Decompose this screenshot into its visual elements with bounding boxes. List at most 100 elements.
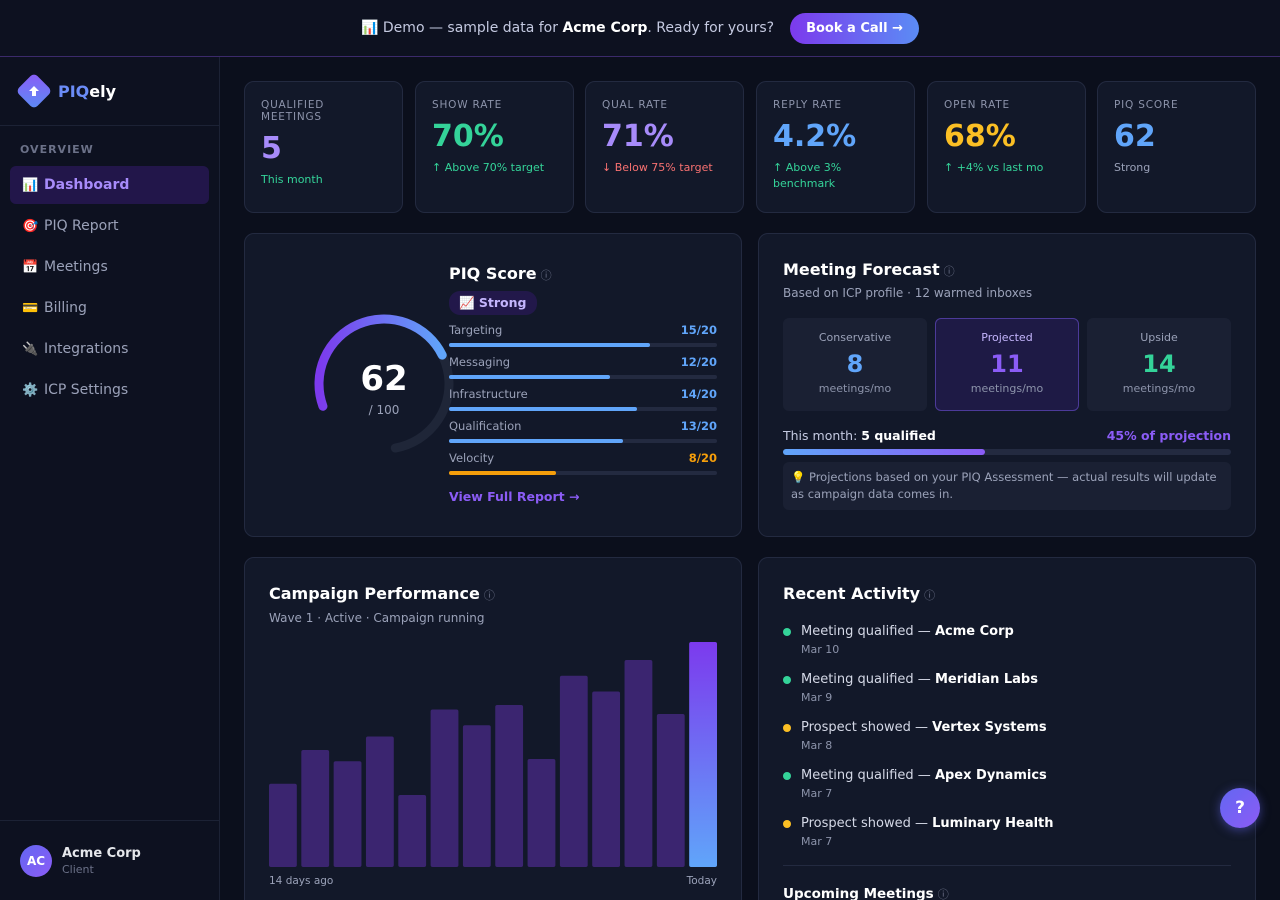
forecast-box-unit: meetings/mo [970, 382, 1044, 395]
metric-label: Targeting [449, 323, 503, 337]
chart-bar [269, 783, 297, 867]
gauge-chart [314, 314, 454, 453]
metric-label: Qualification [449, 419, 522, 433]
metric-bar [449, 471, 717, 475]
forecast-note: 💡 Projections based on your PIQ Assessme… [783, 462, 1231, 510]
chart-bar [398, 795, 427, 867]
kpi-subtext: This month [261, 173, 323, 186]
activity-title: Recent Activity [783, 584, 921, 603]
metric-bar-fill [449, 471, 557, 475]
piq-score-title: PIQ Score [449, 264, 537, 283]
chart-icon: 📊 [22, 177, 39, 193]
forecast-boxes: Conservative 8 meetings/mo Projected 11 meeti… [783, 318, 1231, 411]
activity-date: Mar 7 [801, 835, 833, 848]
logo[interactable]: PIQely [0, 57, 219, 126]
banner-text: 📊 Demo — sample data for Acme Corp. Read… [361, 20, 775, 36]
piq-score-card: 62 / 100 PIQ Score ⓘ 📈 Strong Targeting 15… [244, 233, 742, 537]
sidebar-item-integrations[interactable]: 🔌 Integrations [22, 341, 129, 357]
forecast-box-label: Projected [981, 331, 1033, 344]
chart-bar [495, 705, 524, 867]
status-dot [783, 820, 791, 828]
list-item[interactable]: Meeting qualified — Acme Corp Mar 10 [783, 624, 1014, 656]
activity-company: Luminary Health [932, 816, 1054, 831]
metric-score: 12/20 [680, 355, 717, 369]
score-metric: Infrastructure 14/20 [449, 387, 717, 411]
sidebar-item-piq-report[interactable]: 🎯 PIQ Report [22, 218, 119, 234]
kpi-label: QUAL RATE [602, 99, 668, 111]
status-badge: 📈 Strong [449, 291, 537, 315]
activity-company: Apex Dynamics [934, 768, 1047, 783]
credit-card-icon: 💳 [22, 300, 39, 316]
chart-bar [301, 750, 330, 867]
avatar: AC [20, 844, 52, 877]
piq-score-value: 62 [360, 359, 408, 399]
sidebar-item-meetings[interactable]: 📅 Meetings [22, 259, 108, 275]
metric-bar [449, 343, 717, 347]
upcoming-meetings-title: Upcoming Meetings [783, 886, 934, 900]
plug-icon: 🔌 [22, 341, 39, 357]
info-icon[interactable]: ⓘ [924, 589, 936, 602]
list-item[interactable]: Meeting qualified — Apex Dynamics Mar 7 [783, 768, 1047, 800]
activity-company: Meridian Labs [934, 672, 1038, 687]
view-full-report-link[interactable]: View Full Report → [449, 489, 580, 504]
user-role: Client [62, 862, 94, 876]
sidebar-item-billing[interactable]: 💳 Billing [22, 300, 87, 316]
forecast-box-unit: meetings/mo [818, 382, 892, 395]
forecast-subtitle: Based on ICP profile · 12 warmed inboxes [783, 286, 1033, 300]
score-breakdown: PIQ Score ⓘ 📈 Strong Targeting 15/20 Messag… [449, 264, 717, 504]
info-icon[interactable]: ⓘ [483, 589, 495, 602]
list-item[interactable]: Meeting qualified — Meridian Labs Mar 9 [783, 672, 1038, 704]
x-axis-start-label: 14 days ago [269, 875, 334, 887]
progress-value: 5 qualified [861, 428, 936, 443]
metric-score: 14/20 [680, 387, 717, 401]
info-icon[interactable]: ⓘ [937, 888, 949, 900]
metric-score: 13/20 [680, 419, 717, 433]
score-metric: Targeting 15/20 [449, 323, 717, 347]
forecast-box-label: Upside [1140, 331, 1178, 344]
activity-date: Mar 10 [801, 643, 840, 656]
kpi-label: SHOW RATE [432, 99, 503, 111]
chart-bar [462, 725, 491, 867]
kpi-card: REPLY RATE 4.2% ↑ Above 3% benchmark [756, 81, 915, 213]
score-gauge: 62 / 100 [279, 314, 489, 478]
kpi-value: 5 [261, 131, 282, 166]
chart-bar [689, 642, 717, 867]
kpi-value: 4.2% [773, 119, 857, 154]
progress-percent: 45% of projection [1106, 428, 1231, 443]
gear-icon: ⚙️ [22, 382, 39, 398]
forecast-box-unit: meetings/mo [1122, 382, 1196, 395]
list-item[interactable]: Prospect showed — Vertex Systems Mar 8 [783, 720, 1047, 752]
kpi-value: 70% [432, 119, 504, 154]
metric-score: 8/20 [688, 451, 717, 465]
list-item[interactable]: Prospect showed — Luminary Health Mar 7 [783, 816, 1054, 848]
metric-bar-fill [449, 343, 650, 347]
chart-bar [656, 714, 685, 867]
info-icon[interactable]: ⓘ [943, 265, 955, 278]
kpi-label: OPEN RATE [944, 99, 1010, 111]
kpi-label: PIQ SCORE [1114, 99, 1179, 111]
sidebar-item-icp-settings[interactable]: ⚙️ ICP Settings [22, 382, 129, 398]
sidebar-item-dashboard[interactable]: 📊 Dashboard [10, 166, 209, 204]
help-button[interactable]: ? [1220, 788, 1260, 828]
activity-company: Acme Corp [934, 624, 1014, 639]
activity-date: Mar 9 [801, 691, 833, 704]
chart-bar [365, 736, 394, 867]
activity-company: Vertex Systems [932, 720, 1047, 735]
book-call-button[interactable]: Book a Call → [790, 12, 919, 44]
metric-bar [449, 407, 717, 411]
forecast-progress-bar [783, 449, 1231, 455]
forecast-progress-row: This month: 5 qualified 45% of projectio… [783, 428, 1231, 443]
forecast-progress-fill [783, 449, 985, 455]
info-icon[interactable]: ⓘ [540, 269, 552, 282]
user-profile[interactable]: AC Acme Corp Client [0, 820, 219, 900]
score-metric: Velocity 8/20 [449, 451, 717, 475]
activity-date: Mar 7 [801, 787, 833, 800]
score-metric: Messaging 12/20 [449, 355, 717, 379]
kpi-card: QUAL RATE 71% ↓ Below 75% target [585, 81, 744, 213]
divider [783, 865, 1231, 866]
metric-bar [449, 375, 717, 379]
kpi-card: QUALIFIED MEETINGS 5 This month [244, 81, 403, 213]
kpi-card: PIQ SCORE 62 Strong [1097, 81, 1256, 213]
chart-x-axis: 14 days ago Today [269, 875, 717, 887]
kpi-value: 71% [602, 119, 674, 154]
